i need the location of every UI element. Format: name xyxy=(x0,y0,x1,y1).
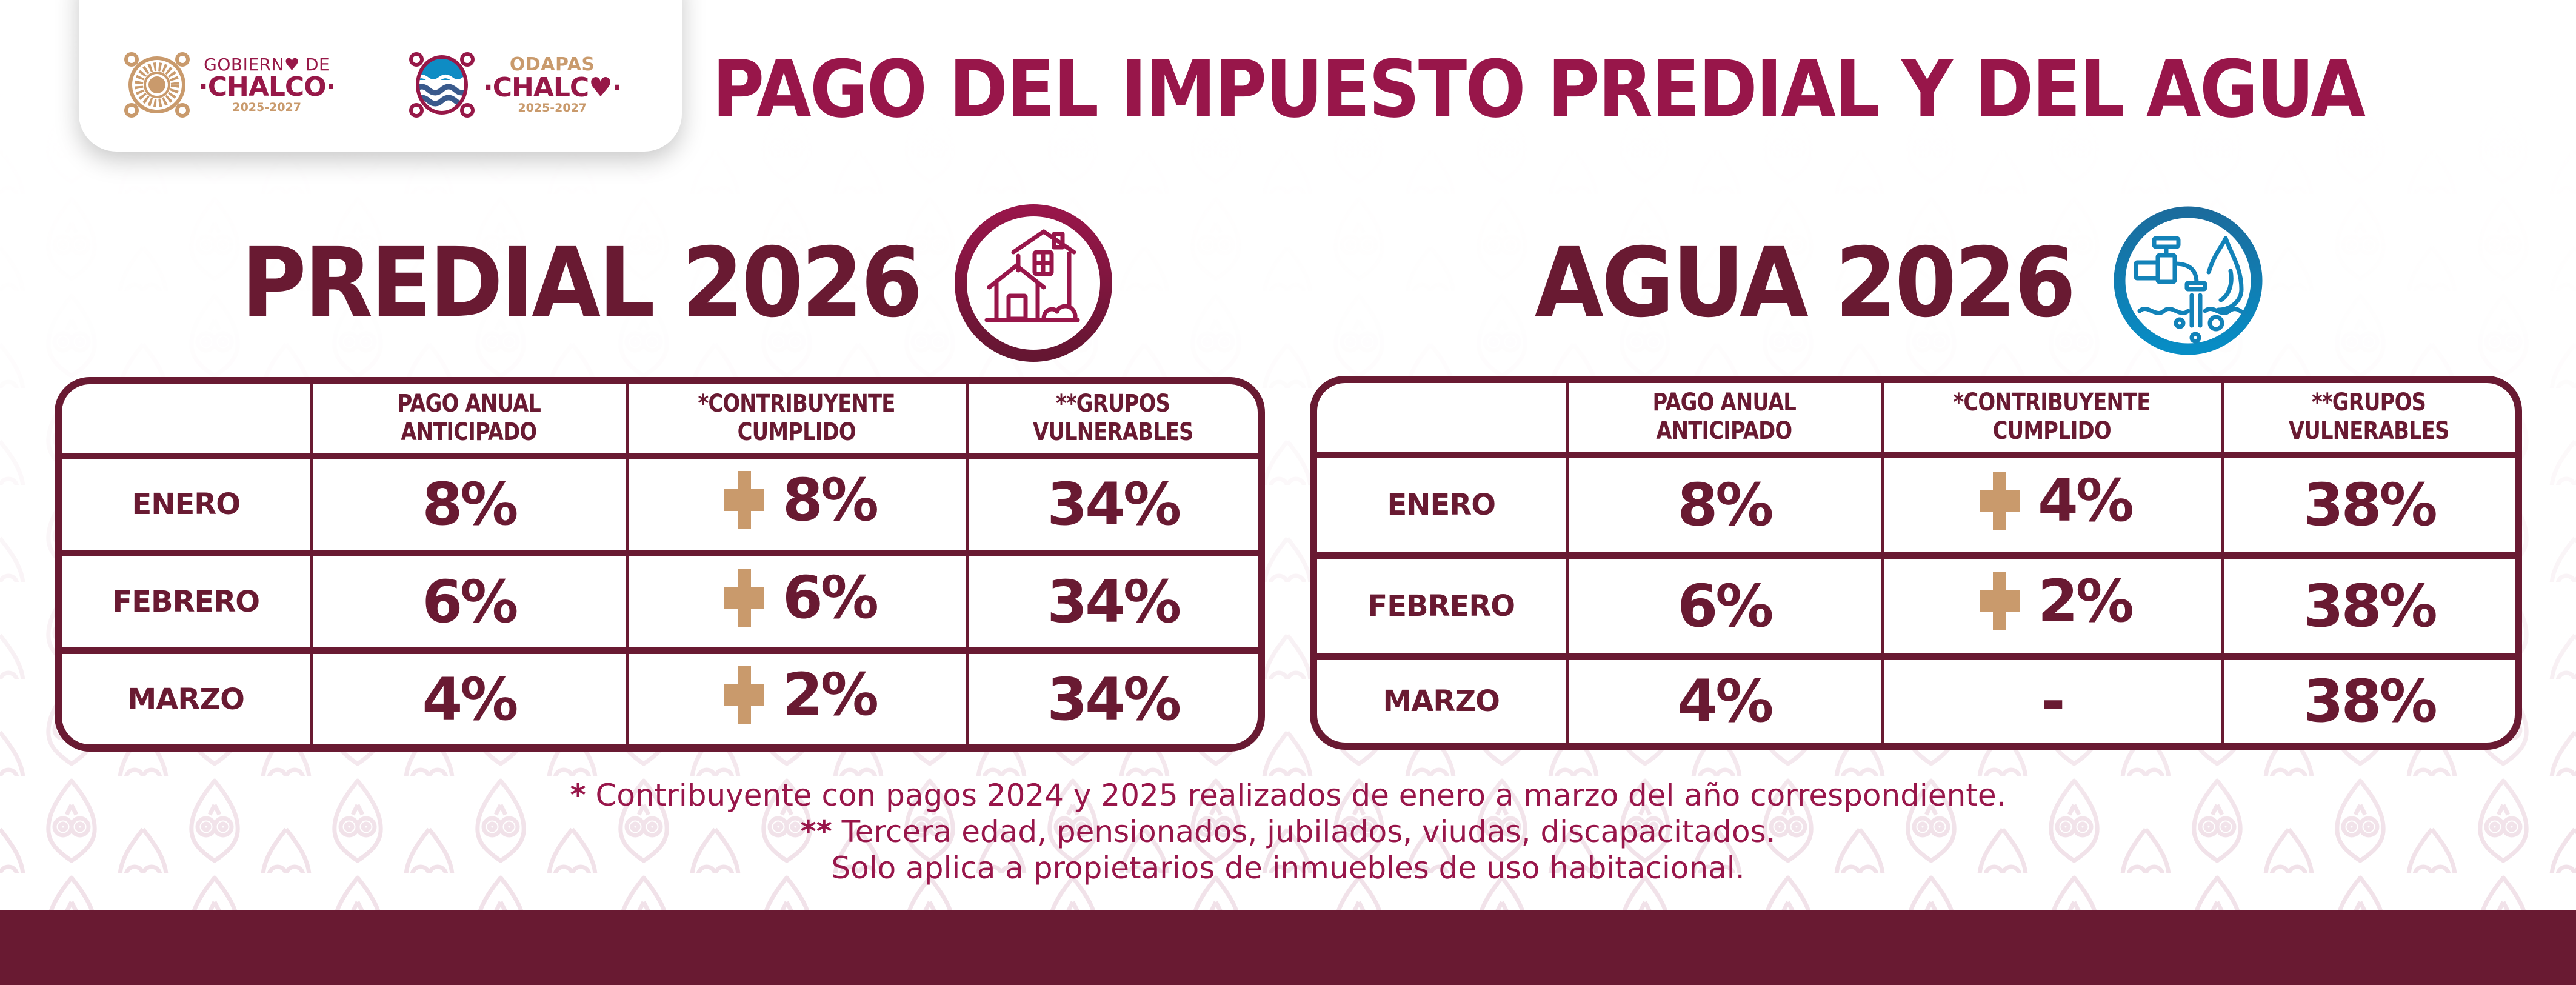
plus-icon xyxy=(1972,572,2027,631)
agua-table: PAGO ANUAL ANTICIPADO *CONTRIBUYENTE CUMPL… xyxy=(1310,376,2522,750)
table-row: ENERO 8% 4% 38% xyxy=(1317,451,2515,556)
logo-de-text: DE xyxy=(299,55,330,75)
month-label: FEBRERO xyxy=(62,550,312,651)
footnote-marker: ** xyxy=(800,814,832,849)
vulnerables-value: 38% xyxy=(2220,653,2515,743)
table-row: FEBRERO 6% 6% 34% xyxy=(62,550,1258,651)
gobierno-chalco-logo[interactable]: GOBIERN♥ DE ·CHALCO· 2025-2027 xyxy=(124,52,336,118)
plus-icon xyxy=(1972,471,2027,530)
bottom-band xyxy=(0,910,2576,985)
plus-icon xyxy=(717,666,772,724)
contribuyente-value: 2% xyxy=(2038,567,2134,636)
contribuyente-value: - xyxy=(2041,667,2066,735)
header-pago-anual: PAGO ANUAL ANTICIPADO xyxy=(1565,383,1882,455)
month-label: ENERO xyxy=(1317,451,1567,556)
predial-table: PAGO ANUAL ANTICIPADO *CONTRIBUYENTE CUMPL… xyxy=(55,377,1265,752)
footnote-contribuyente: * Contribuyente con pagos 2024 y 2025 re… xyxy=(0,777,2576,813)
month-label: MARZO xyxy=(1317,653,1567,743)
heart-icon: ♥ xyxy=(589,72,612,103)
header-contribuyente-cumplido: *CONTRIBUYENTE CUMPLIDO xyxy=(1880,383,2222,455)
footnote-text: Solo aplica a propietarios de inmuebles … xyxy=(831,850,1745,886)
header-contribuyente-cumplido: *CONTRIBUYENTE CUMPLIDO xyxy=(625,384,967,456)
month-label: MARZO xyxy=(62,647,312,744)
footnote-marker: * xyxy=(570,778,586,813)
footnote-text: Contribuyente con pagos 2024 y 2025 real… xyxy=(586,778,2006,813)
logo-chalco-text: ·CHALC xyxy=(483,72,589,103)
header-month-cell xyxy=(1317,383,1567,455)
contribuyente-cell: 8% xyxy=(625,452,967,553)
predial-section-title: PREDIAL 2026 xyxy=(241,227,923,339)
contribuyente-cell: 2% xyxy=(625,647,967,744)
table-row: MARZO 4% - 38% xyxy=(1317,653,2515,743)
footnote-aplica: Solo aplica a propietarios de inmuebles … xyxy=(0,850,2576,886)
logo-chalco-text: ·CHALCO· xyxy=(198,72,336,102)
vulnerables-value: 38% xyxy=(2220,451,2515,556)
pago-anual-value: 8% xyxy=(1565,451,1882,556)
table-row: ENERO 8% 8% 34% xyxy=(62,452,1258,553)
header-pago-anual: PAGO ANUAL ANTICIPADO xyxy=(310,384,627,456)
table-row: MARZO 4% 2% 34% xyxy=(62,647,1258,744)
table-header-row: PAGO ANUAL ANTICIPADO *CONTRIBUYENTE CUMPL… xyxy=(62,384,1258,456)
contribuyente-value: 8% xyxy=(782,466,879,534)
table-row: FEBRERO 6% 2% 38% xyxy=(1317,552,2515,657)
header-grupos-vulnerables: **GRUPOS VULNERABLES xyxy=(2220,383,2515,455)
footnotes: * Contribuyente con pagos 2024 y 2025 re… xyxy=(0,777,2576,886)
logo-gobierno-text: GOBIERN xyxy=(204,55,284,75)
month-label: FEBRERO xyxy=(1317,552,1567,657)
vulnerables-value: 34% xyxy=(965,452,1258,553)
contribuyente-cell: 6% xyxy=(625,550,967,651)
table-header-row: PAGO ANUAL ANTICIPADO *CONTRIBUYENTE CUMPL… xyxy=(1317,383,2515,455)
logo-card: GOBIERN♥ DE ·CHALCO· 2025-2027 xyxy=(79,0,682,152)
heart-icon: ♥ xyxy=(284,55,300,75)
contribuyente-value: 2% xyxy=(782,661,879,729)
vulnerables-value: 38% xyxy=(2220,552,2515,657)
footnote-grupos: ** Tercera edad, pensionados, jubilados,… xyxy=(0,813,2576,850)
logo-years-text: 2025-2027 xyxy=(518,101,587,115)
month-label: ENERO xyxy=(62,452,312,553)
contribuyente-cell: 4% xyxy=(1880,451,2222,556)
vulnerables-value: 34% xyxy=(965,550,1258,651)
pago-anual-value: 8% xyxy=(310,452,627,553)
contribuyente-value: 4% xyxy=(2038,466,2134,535)
header-grupos-vulnerables: **GRUPOS VULNERABLES xyxy=(965,384,1258,456)
house-icon xyxy=(955,204,1112,362)
header-month-cell xyxy=(62,384,312,456)
contribuyente-cell: - xyxy=(1880,653,2222,743)
logo-odapas-text: ODAPAS xyxy=(509,54,595,75)
water-waves-emblem-icon xyxy=(409,52,475,118)
pago-anual-value: 4% xyxy=(310,647,627,744)
plus-icon xyxy=(717,470,772,529)
page-title: PAGO DEL IMPUESTO PREDIAL Y DEL AGUA xyxy=(712,43,2366,135)
agua-section-title: AGUA 2026 xyxy=(1535,227,2076,339)
odapas-chalco-logo[interactable]: ODAPAS ·CHALC♥· 2025-2027 xyxy=(409,52,622,118)
logo-dot-text: · xyxy=(612,72,622,103)
contribuyente-cell: 2% xyxy=(1880,552,2222,657)
logo-years-text: 2025-2027 xyxy=(232,101,301,114)
aztec-sun-emblem-icon xyxy=(124,52,190,118)
footnote-text: Tercera edad, pensionados, jubilados, vi… xyxy=(832,814,1776,849)
plus-icon xyxy=(717,568,772,627)
contribuyente-value: 6% xyxy=(782,563,879,632)
pago-anual-value: 6% xyxy=(1565,552,1882,657)
pago-anual-value: 4% xyxy=(1565,653,1882,743)
faucet-icon xyxy=(2114,206,2263,355)
pago-anual-value: 6% xyxy=(310,550,627,651)
vulnerables-value: 34% xyxy=(965,647,1258,744)
